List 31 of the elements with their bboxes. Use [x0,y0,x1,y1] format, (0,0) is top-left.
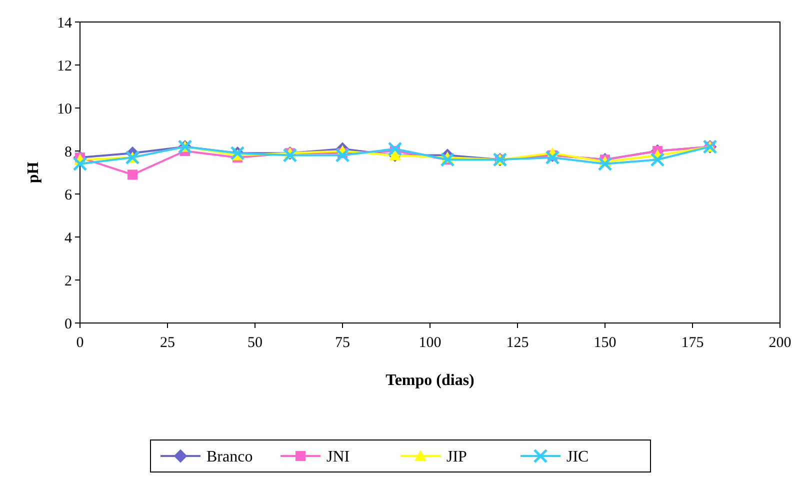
point [545,150,560,165]
point [598,156,612,172]
x-tick-label: 0 [76,335,84,351]
y-tick-label: 8 [64,144,72,160]
x-tick-label: 125 [506,335,529,351]
point [128,170,138,180]
x-tick-label: 150 [594,335,616,351]
legend-label: Branco [206,448,253,466]
point [388,142,402,156]
y-axis-title: pH [25,161,42,184]
y-tick-label: 12 [57,58,72,74]
x-tick-label: 50 [248,335,262,351]
point [282,148,298,163]
legend-label: JNI [326,448,350,466]
x-tick-label: 175 [681,335,704,351]
point [335,148,350,163]
y-tick-label: 4 [64,230,72,246]
y-tick-label: 14 [57,15,72,32]
x-tick-label: 25 [160,335,175,351]
legend-label: JIP [446,448,468,466]
legend-label: JIC [566,448,589,466]
y-tick-label: 10 [57,101,72,118]
x-axis-title: Tempo (dias) [386,372,474,389]
point [72,156,88,172]
x-tick-label: 100 [418,335,442,351]
x-tick-label: 75 [335,335,350,351]
point [650,152,665,167]
x-tick-label: 200 [768,335,792,351]
y-tick-label: 2 [64,273,72,290]
y-tick-label: 6 [64,187,72,204]
y-tick-label: 0 [64,316,72,332]
